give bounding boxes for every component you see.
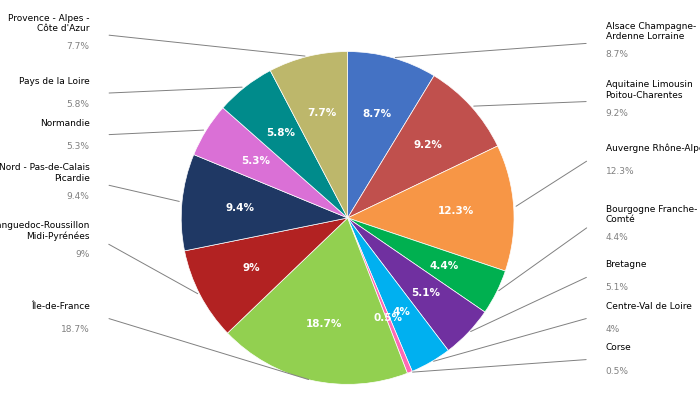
Text: Aquitaine Limousin
Poitou-Charentes: Aquitaine Limousin Poitou-Charentes	[606, 80, 692, 99]
Text: 9%: 9%	[243, 263, 260, 273]
Text: Auvergne Rhône-Alpes: Auvergne Rhône-Alpes	[606, 143, 700, 153]
Text: Languedoc-Roussillon
Midi-Pyrénées: Languedoc-Roussillon Midi-Pyrénées	[0, 221, 90, 241]
Text: 4.4%: 4.4%	[606, 233, 629, 243]
Text: 8.7%: 8.7%	[362, 109, 391, 119]
Text: 4%: 4%	[606, 325, 620, 334]
Text: 9.4%: 9.4%	[66, 192, 90, 201]
Text: Nord - Pas-de-Calais
Picardie: Nord - Pas-de-Calais Picardie	[0, 163, 90, 183]
Text: 8.7%: 8.7%	[606, 50, 629, 59]
Text: 18.7%: 18.7%	[306, 319, 342, 329]
Text: 0.5%: 0.5%	[606, 366, 629, 376]
Text: 4.4%: 4.4%	[430, 261, 459, 271]
Text: 9.2%: 9.2%	[606, 109, 629, 118]
Text: Pays de la Loire: Pays de la Loire	[19, 77, 90, 86]
Wedge shape	[185, 218, 348, 333]
Wedge shape	[348, 52, 434, 218]
Text: Bourgogne Franche-
Comté: Bourgogne Franche- Comté	[606, 205, 697, 224]
Wedge shape	[228, 218, 407, 384]
Text: 7.7%: 7.7%	[307, 108, 337, 118]
Text: Bretagne: Bretagne	[606, 260, 647, 269]
Text: 5.1%: 5.1%	[606, 283, 629, 292]
Wedge shape	[348, 218, 485, 350]
Text: 5.3%: 5.3%	[241, 156, 270, 166]
Wedge shape	[348, 146, 514, 271]
Text: Île-de-France: Île-de-France	[31, 302, 90, 311]
Wedge shape	[348, 218, 412, 373]
Text: Alsace Champagne-
Ardenne Lorraine: Alsace Champagne- Ardenne Lorraine	[606, 22, 696, 41]
Text: Normandie: Normandie	[40, 119, 90, 128]
Wedge shape	[348, 218, 505, 312]
Text: Centre-Val de Loire: Centre-Val de Loire	[606, 302, 692, 311]
Wedge shape	[194, 108, 348, 218]
Text: 7.7%: 7.7%	[66, 42, 90, 51]
Text: 0.5%: 0.5%	[374, 313, 402, 323]
Text: 5.8%: 5.8%	[66, 100, 90, 109]
Text: 5.8%: 5.8%	[266, 128, 295, 138]
Text: 12.3%: 12.3%	[438, 206, 474, 216]
Text: Provence - Alpes -
Côte d'Azur: Provence - Alpes - Côte d'Azur	[8, 14, 90, 33]
Wedge shape	[270, 52, 348, 218]
Text: 9.2%: 9.2%	[414, 140, 442, 150]
Text: 5.1%: 5.1%	[412, 287, 440, 297]
Wedge shape	[348, 218, 448, 371]
Text: Corse: Corse	[606, 343, 631, 352]
Text: 18.7%: 18.7%	[61, 325, 90, 334]
Text: 5.3%: 5.3%	[66, 142, 90, 151]
Text: 12.3%: 12.3%	[606, 167, 634, 176]
Text: 4%: 4%	[393, 307, 411, 317]
Wedge shape	[223, 71, 348, 218]
Wedge shape	[348, 76, 498, 218]
Text: 9%: 9%	[76, 250, 90, 259]
Wedge shape	[181, 155, 348, 251]
Text: 9.4%: 9.4%	[225, 203, 255, 213]
